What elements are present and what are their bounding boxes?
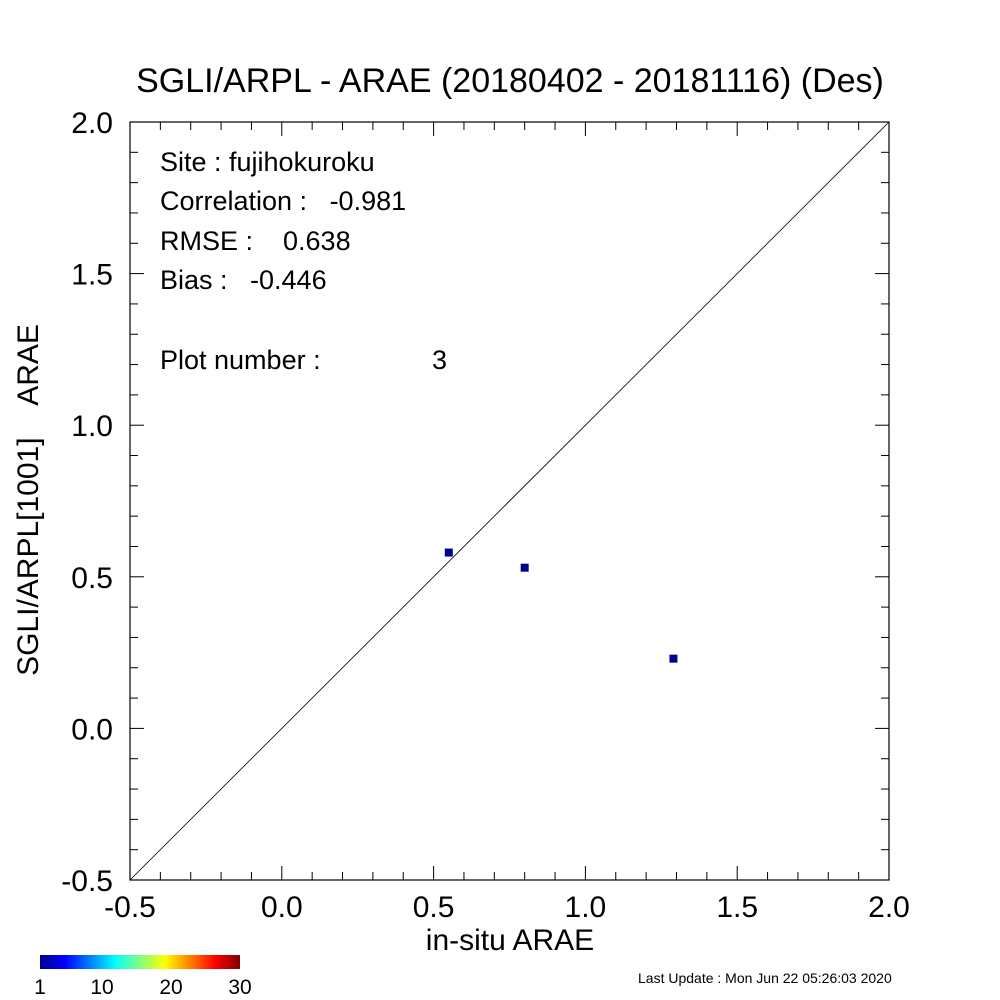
y-tick-label: 1.5 — [71, 259, 113, 292]
x-tick-label: 2.0 — [868, 891, 910, 924]
x-tick-label: 0.0 — [261, 891, 303, 924]
x-tick-labels: -0.5 0.0 0.5 1.0 1.5 2.0 — [104, 891, 910, 924]
y-tick-label: -0.5 — [61, 865, 113, 898]
x-tick-label: 1.0 — [565, 891, 607, 924]
data-point — [444, 548, 453, 557]
data-point — [520, 563, 529, 572]
colorbar — [40, 955, 240, 969]
plot-frame — [129, 121, 890, 881]
colorbar-tick-label: 10 — [90, 976, 113, 999]
x-tick-label: -0.5 — [104, 891, 156, 924]
plot-number-label: Plot number : — [160, 345, 321, 375]
y-tick-label: 0.5 — [71, 562, 113, 595]
bias-label: Bias : -0.446 — [160, 265, 327, 295]
rmse-label: RMSE : 0.638 — [160, 226, 351, 256]
y-tick-label: 2.0 — [71, 107, 113, 140]
x-axis-label: in-situ ARAE — [426, 924, 594, 957]
site-label: Site : fujihokuroku — [160, 147, 375, 177]
minor-ticks — [129, 121, 890, 881]
y-tick-label: 0.0 — [71, 713, 113, 746]
y-tick-label: 1.0 — [71, 410, 113, 443]
x-tick-label: 1.5 — [716, 891, 758, 924]
data-points — [444, 548, 678, 663]
correlation-label: Correlation : -0.981 — [160, 186, 406, 216]
colorbar-tick-labels: 1 10 20 30 — [34, 976, 252, 999]
y-axis-label: SGLI/ARPL[1001] ARAE — [12, 324, 45, 676]
colorbar-tick-label: 30 — [228, 976, 251, 999]
last-update-text: Last Update : Mon Jun 22 05:26:03 2020 — [638, 970, 892, 986]
colorbar-tick-label: 20 — [159, 976, 182, 999]
plot-number-value: 3 — [432, 345, 447, 375]
data-point — [669, 654, 678, 663]
chart-title: SGLI/ARPL - ARAE (20180402 - 20181116) (… — [136, 62, 884, 100]
one-to-one-line — [129, 121, 890, 881]
stats-annotation: Site : fujihokuroku Correlation : -0.981… — [160, 147, 447, 375]
colorbar-tick-label: 1 — [34, 976, 46, 999]
x-tick-label: 0.5 — [413, 891, 455, 924]
y-tick-labels: -0.5 0.0 0.5 1.0 1.5 2.0 — [61, 107, 113, 898]
